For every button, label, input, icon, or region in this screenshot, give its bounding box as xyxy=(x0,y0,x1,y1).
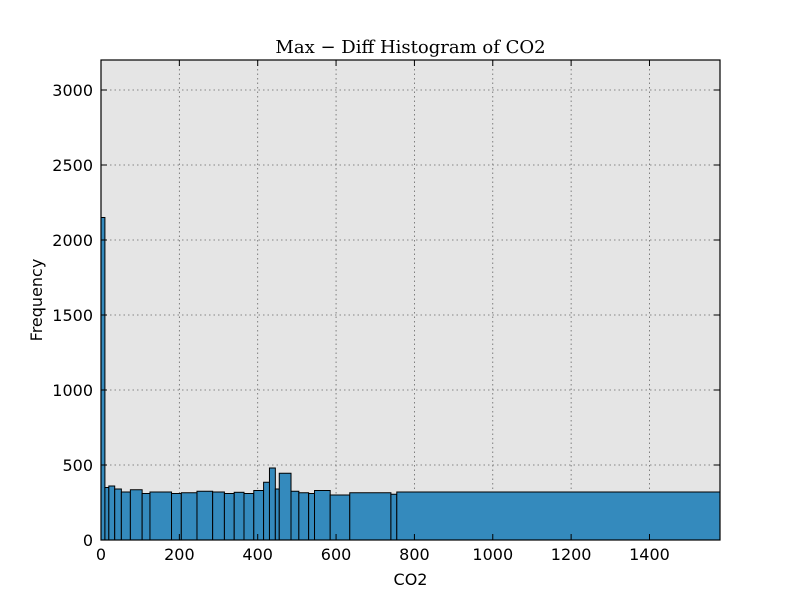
plot-background xyxy=(101,60,720,540)
histogram-bar xyxy=(298,492,310,541)
histogram-bar xyxy=(253,490,265,541)
histogram-bar xyxy=(223,493,235,541)
y-tick-labels: 0 500 1000 1500 2000 2500 3000 xyxy=(52,81,93,550)
histogram-bar xyxy=(349,492,392,541)
y-tick-label: 0 xyxy=(83,531,93,550)
histogram-bar xyxy=(212,491,225,541)
histogram-bar xyxy=(108,485,116,541)
y-tick-label: 2000 xyxy=(52,231,93,250)
histogram-bar xyxy=(180,492,198,541)
x-tick-label: 200 xyxy=(164,545,195,564)
y-tick-label: 1500 xyxy=(52,306,93,325)
histogram-bar xyxy=(274,488,280,541)
histogram-bar xyxy=(196,490,214,541)
histogram-bar xyxy=(104,487,110,541)
x-tick-label: 600 xyxy=(321,545,352,564)
histogram-bars xyxy=(100,217,721,541)
y-tick-label: 3000 xyxy=(52,81,93,100)
histogram-bar xyxy=(308,493,316,541)
histogram-bar xyxy=(233,491,245,541)
x-tick-label: 1000 xyxy=(472,545,513,564)
histogram-bar xyxy=(263,481,270,541)
histogram-bar xyxy=(329,494,351,541)
x-tick-label: 0 xyxy=(96,545,106,564)
histogram-bar xyxy=(141,493,151,541)
histogram-bar xyxy=(171,493,182,541)
plot-frame xyxy=(100,59,721,541)
histogram-bar xyxy=(278,472,292,541)
histogram-bar xyxy=(390,493,398,541)
histogram-bar xyxy=(314,490,331,541)
histogram-bar xyxy=(114,488,122,541)
histogram-bar xyxy=(120,491,131,541)
histogram-bar xyxy=(268,467,276,541)
y-tick-label: 1000 xyxy=(52,381,93,400)
y-tick-label: 2500 xyxy=(52,156,93,175)
x-tick-labels: 0 200 400 600 800 1000 1200 1400 xyxy=(96,545,670,564)
histogram-bar xyxy=(396,491,721,541)
histogram-bar xyxy=(243,493,255,541)
chart-title: Max − Diff Histogram of CO2 xyxy=(275,37,545,58)
histogram-bar xyxy=(149,491,173,541)
x-tick-label: 400 xyxy=(242,545,273,564)
x-tick-label: 1200 xyxy=(551,545,592,564)
x-tick-label: 1400 xyxy=(629,545,670,564)
x-axis-label: CO2 xyxy=(394,570,428,589)
histogram-bar xyxy=(129,489,143,541)
y-axis-label: Frequency xyxy=(27,259,46,342)
histogram-bar xyxy=(290,490,300,541)
y-tick-label: 500 xyxy=(62,456,93,475)
x-tick-label: 800 xyxy=(399,545,430,564)
axis-ticks xyxy=(100,60,720,541)
